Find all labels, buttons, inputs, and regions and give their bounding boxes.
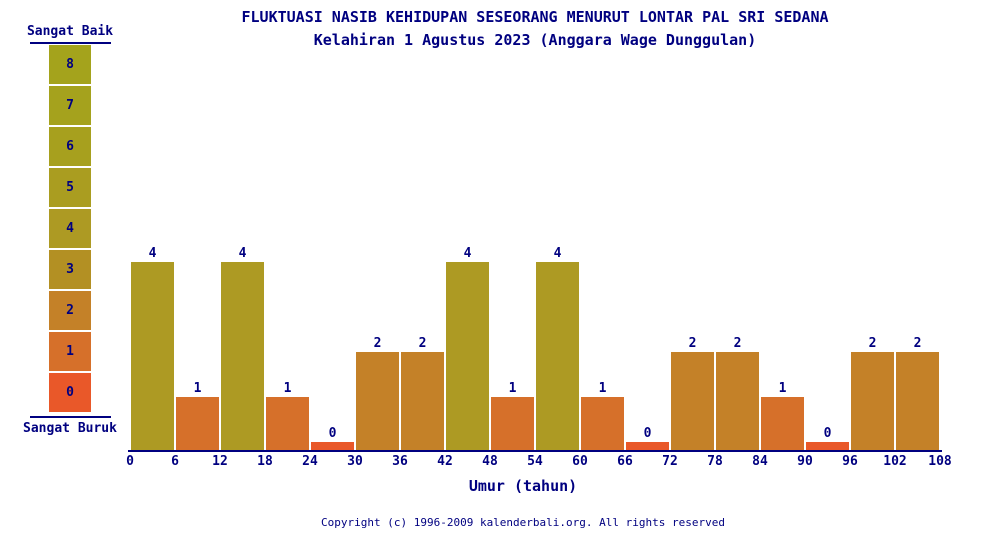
x-tick-label-48: 48 xyxy=(482,454,498,469)
bar-value-label: 4 xyxy=(238,246,247,261)
scale-cell-value: 0 xyxy=(66,385,74,400)
bar-age-48-54 xyxy=(491,397,534,450)
scale-cell-8: 8 xyxy=(49,45,91,86)
bar-age-72-78 xyxy=(671,352,714,450)
scale-cell-value: 4 xyxy=(66,221,74,236)
x-tick-label-66: 66 xyxy=(617,454,633,469)
bar-age-54-60 xyxy=(536,262,579,450)
scale-cell-value: 6 xyxy=(66,139,74,154)
bar-age-6-12 xyxy=(176,397,219,450)
bar-value-label: 2 xyxy=(418,336,427,351)
bar-age-96-102 xyxy=(851,352,894,450)
copyright-text: Copyright (c) 1996-2009 kalenderbali.org… xyxy=(321,516,725,529)
bar-age-24-30 xyxy=(311,442,354,450)
bar-age-42-48 xyxy=(446,262,489,450)
bar-age-18-24 xyxy=(266,397,309,450)
scale-cell-value: 1 xyxy=(66,344,74,359)
x-tick-label-108: 108 xyxy=(928,454,952,469)
x-tick-label-54: 54 xyxy=(527,454,543,469)
scale-cell-1: 1 xyxy=(49,332,91,373)
page-subtitle: Kelahiran 1 Agustus 2023 (Anggara Wage D… xyxy=(313,31,757,49)
bar-value-label: 1 xyxy=(598,381,607,396)
x-tick-label-60: 60 xyxy=(572,454,588,469)
x-tick-label-30: 30 xyxy=(347,454,363,469)
scale-cell-value: 8 xyxy=(66,57,74,72)
x-tick-label-84: 84 xyxy=(752,454,768,469)
x-tick-label-96: 96 xyxy=(842,454,858,469)
bar-value-label: 2 xyxy=(913,336,922,351)
scale-cell-6: 6 xyxy=(49,127,91,168)
bar-value-label: 1 xyxy=(508,381,517,396)
bar-age-66-72 xyxy=(626,442,669,450)
bar-value-label: 4 xyxy=(148,246,157,261)
scale-cell-value: 5 xyxy=(66,180,74,195)
bar-value-label: 1 xyxy=(778,381,787,396)
scale-max-label: Sangat Baik xyxy=(26,24,114,39)
scale-cell-2: 2 xyxy=(49,291,91,332)
x-tick-label-12: 12 xyxy=(212,454,228,469)
scale-cell-3: 3 xyxy=(49,250,91,291)
bar-value-label: 2 xyxy=(373,336,382,351)
page-title: FLUKTUASI NASIB KEHIDUPAN SESEORANG MENU… xyxy=(241,8,829,26)
bar-age-12-18 xyxy=(221,262,264,450)
scale-cell-5: 5 xyxy=(49,168,91,209)
scale-min-label: Sangat Buruk xyxy=(23,421,117,436)
scale-cell-value: 7 xyxy=(66,98,74,113)
x-tick-label-90: 90 xyxy=(797,454,813,469)
scale-cell-0: 0 xyxy=(49,373,91,414)
bar-value-label: 0 xyxy=(643,426,652,441)
scale-cell-value: 3 xyxy=(66,262,74,277)
x-tick-label-78: 78 xyxy=(707,454,723,469)
x-tick-label-102: 102 xyxy=(883,454,907,469)
scale-bottom-rule xyxy=(30,416,111,418)
bar-value-label: 1 xyxy=(193,381,202,396)
scale-top-rule xyxy=(30,42,111,44)
x-tick-label-36: 36 xyxy=(392,454,408,469)
x-tick-label-0: 0 xyxy=(126,454,134,469)
bar-value-label: 2 xyxy=(733,336,742,351)
bar-value-label: 4 xyxy=(463,246,472,261)
scale-cell-4: 4 xyxy=(49,209,91,250)
bar-value-label: 1 xyxy=(283,381,292,396)
bar-value-label: 0 xyxy=(823,426,832,441)
bar-value-label: 2 xyxy=(688,336,697,351)
x-tick-label-6: 6 xyxy=(171,454,179,469)
bar-age-78-84 xyxy=(716,352,759,450)
scale-cell-value: 2 xyxy=(66,303,74,318)
bar-age-30-36 xyxy=(356,352,399,450)
bar-age-90-96 xyxy=(806,442,849,450)
bar-age-0-6 xyxy=(131,262,174,450)
bar-value-label: 0 xyxy=(328,426,337,441)
x-tick-label-18: 18 xyxy=(257,454,273,469)
x-tick-label-72: 72 xyxy=(662,454,678,469)
x-axis-line xyxy=(128,450,942,452)
bar-value-label: 2 xyxy=(868,336,877,351)
bar-age-36-42 xyxy=(401,352,444,450)
x-tick-label-42: 42 xyxy=(437,454,453,469)
x-axis-title: Umur (tahun) xyxy=(468,477,578,495)
bar-value-label: 4 xyxy=(553,246,562,261)
bar-age-60-66 xyxy=(581,397,624,450)
x-tick-label-24: 24 xyxy=(302,454,318,469)
bar-age-102-108 xyxy=(896,352,939,450)
bar-age-84-90 xyxy=(761,397,804,450)
scale-cell-7: 7 xyxy=(49,86,91,127)
